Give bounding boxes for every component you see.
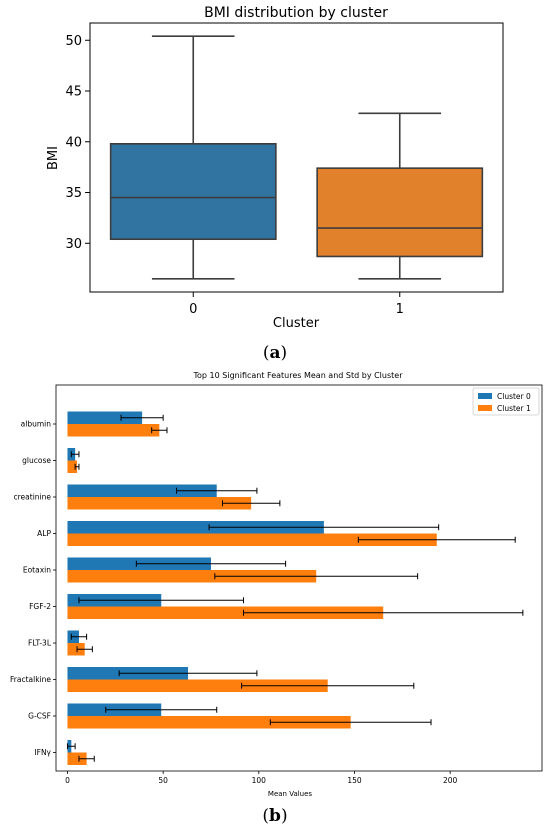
y-tick-label: FGF-2	[29, 602, 51, 611]
bar-cluster-1	[67, 716, 351, 729]
y-tick-label: G-CSF	[28, 712, 51, 721]
y-tick-label: glucose	[22, 456, 51, 465]
y-tick-label: Fractalkine	[10, 675, 51, 684]
bmi-boxplot-chart: BMI distribution by cluster 30 35 40 45 50 0…	[46, 5, 504, 331]
legend-label-cluster-0: Cluster 0	[497, 392, 531, 401]
legend-swatch-cluster-1	[478, 405, 492, 411]
plot-area-frame	[55, 384, 543, 772]
y-axis: 30 35 40 45 50	[65, 34, 90, 252]
error-bar-group	[66, 414, 524, 762]
y-axis-label: BMI	[46, 146, 61, 170]
bar-cluster-0	[67, 484, 217, 497]
x-tick-label: 150	[347, 776, 362, 785]
y-tick-label: ALP	[37, 529, 51, 538]
y-tick-label: creatinine	[14, 493, 52, 502]
bar-cluster-1	[67, 533, 437, 546]
features-bar-chart: Top 10 Significant Features Mean and Std…	[10, 371, 543, 798]
chart-title: BMI distribution by cluster	[204, 5, 388, 21]
bar-cluster-1	[67, 606, 384, 619]
legend-label-cluster-1: Cluster 1	[497, 404, 531, 413]
x-axis: 0 50 100 150 200	[65, 771, 458, 785]
y-tick-label: albumin	[21, 420, 52, 429]
bar-cluster-0	[67, 521, 324, 534]
bar-cluster-1	[67, 752, 87, 765]
x-tick-label: 50	[158, 776, 168, 785]
bar-cluster-1	[67, 679, 328, 692]
x-axis-label: Cluster	[273, 316, 320, 331]
bar-cluster-1	[67, 460, 78, 473]
legend-swatch-cluster-0	[478, 393, 492, 399]
panel-label-b: (b)	[262, 806, 288, 826]
y-tick-label: 45	[65, 85, 82, 100]
x-tick-label: 0	[65, 776, 70, 785]
bar-cluster-1	[67, 424, 160, 437]
y-tick-label: IFNγ	[34, 748, 51, 757]
chart-title: Top 10 Significant Features Mean and Std…	[193, 371, 404, 380]
x-tick-label: 200	[443, 776, 458, 785]
box-cluster-0	[109, 142, 277, 241]
panel-label-a: (a)	[262, 343, 288, 363]
bar-group	[67, 411, 437, 765]
y-tick-label: 50	[65, 34, 82, 49]
box-group	[109, 35, 484, 280]
y-tick-label: 35	[65, 186, 82, 201]
x-tick-label: 1	[396, 302, 404, 317]
bar-cluster-1	[67, 497, 252, 510]
bar-cluster-1	[67, 643, 85, 656]
y-tick-label: Eotaxin	[23, 566, 51, 575]
plot-area-frame	[89, 22, 504, 293]
bar-cluster-0	[67, 411, 143, 424]
y-tick-label: 30	[65, 237, 82, 252]
x-axis-label: Mean Values	[268, 790, 313, 798]
x-tick-label: 0	[189, 302, 197, 317]
box-cluster-1	[316, 167, 484, 258]
legend: Cluster 0 Cluster 1	[472, 387, 540, 416]
x-tick-label: 100	[252, 776, 267, 785]
y-axis: albumin glucose creatinine ALP Eotaxin FGF-2 F…	[10, 420, 56, 757]
y-tick-label: 40	[65, 135, 82, 150]
bar-cluster-1	[67, 570, 317, 583]
y-tick-label: FLT-3L	[28, 639, 52, 648]
